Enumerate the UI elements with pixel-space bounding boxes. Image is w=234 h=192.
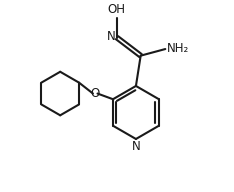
Text: OH: OH <box>107 3 125 16</box>
Text: NH₂: NH₂ <box>167 42 189 55</box>
Text: O: O <box>91 87 100 100</box>
Text: N: N <box>132 141 140 153</box>
Text: N: N <box>107 30 116 43</box>
